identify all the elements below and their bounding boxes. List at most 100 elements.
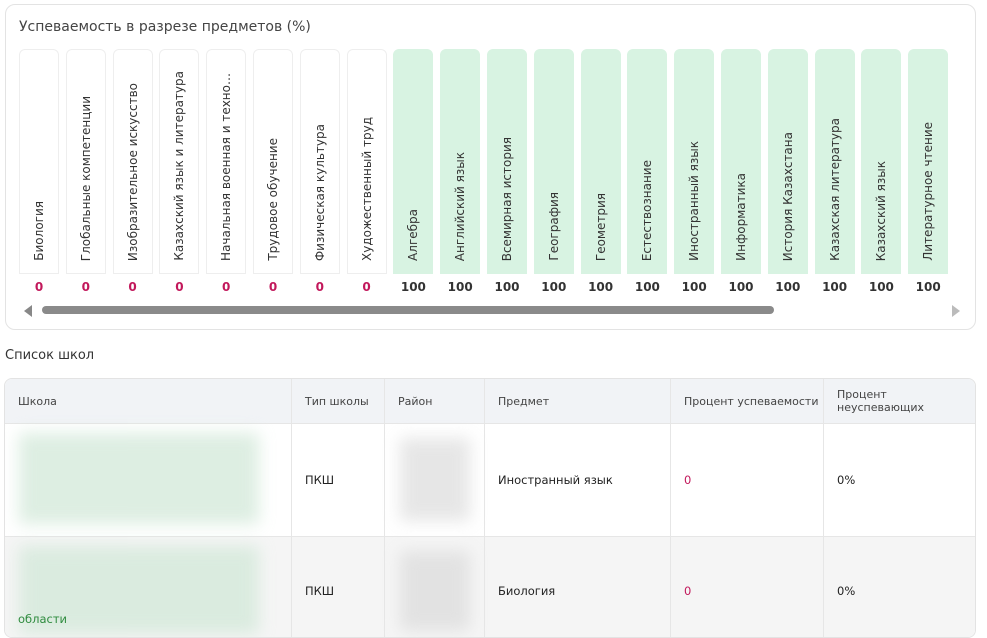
subject-name: Казахский язык и литература bbox=[172, 71, 187, 261]
subject-name: География bbox=[546, 192, 561, 261]
subject-column[interactable]: География 100 bbox=[533, 49, 574, 299]
subject-column[interactable]: Трудовое обучение 0 bbox=[253, 49, 293, 299]
cell-text: ПКШ bbox=[305, 584, 335, 598]
subject-name: История Казахстана bbox=[780, 131, 795, 261]
table-cell: Иностранный язык bbox=[485, 423, 671, 536]
subject-name: Физическая культура bbox=[312, 123, 327, 261]
subject-value: 0 bbox=[222, 280, 231, 294]
subject-card: Изобразительное искусство bbox=[112, 49, 153, 274]
subject-name: Глобальные компетенции bbox=[78, 95, 93, 261]
table-cell: 0% bbox=[824, 536, 975, 637]
subject-value: 100 bbox=[588, 280, 614, 294]
subject-column[interactable]: Английский язык 100 bbox=[440, 49, 481, 299]
subject-value: 100 bbox=[681, 280, 707, 294]
subject-value: 0 bbox=[175, 280, 184, 294]
subject-column[interactable]: История Казахстана 100 bbox=[767, 49, 808, 299]
schools-table: Школа Тип школы Район Предмет Процент успева… bbox=[4, 378, 976, 638]
subject-column[interactable]: Казахская литература 100 bbox=[814, 49, 855, 299]
table-cell: 0 bbox=[671, 536, 824, 637]
page: {"subjects_panel":{"title":"Успеваемость… bbox=[4, 4, 976, 638]
scrollbar[interactable] bbox=[24, 303, 960, 317]
subject-value: 100 bbox=[634, 280, 660, 294]
subject-value: 100 bbox=[728, 280, 754, 294]
subject-value: 0 bbox=[315, 280, 324, 294]
subject-name: Всемирная история bbox=[500, 136, 514, 261]
blurred-district bbox=[400, 438, 470, 521]
subject-card: Английский язык bbox=[440, 49, 481, 274]
subject-columns[interactable]: Биология 0 Глобальные компетенции 0 Изобрази… bbox=[19, 49, 969, 299]
subject-value: 100 bbox=[822, 280, 848, 294]
cell-text: Иностранный язык bbox=[498, 472, 613, 487]
subject-name: Английский язык bbox=[453, 151, 468, 261]
subject-card: Глобальные компетенции bbox=[65, 49, 106, 274]
panel-title: Успеваемость в разрезе предметов (%) bbox=[19, 19, 311, 35]
subject-card: Физическая культура bbox=[299, 49, 340, 274]
header-cell: Школа bbox=[5, 379, 292, 423]
table-cell bbox=[385, 423, 485, 536]
table-cell: 0% bbox=[824, 423, 975, 536]
subject-column[interactable]: Биология 0 bbox=[19, 49, 59, 299]
subject-card: Казахская литература bbox=[814, 49, 855, 274]
subject-value: 100 bbox=[494, 280, 520, 294]
subject-column[interactable]: Иностранный язык 100 bbox=[674, 49, 715, 299]
header-cell: Район bbox=[385, 379, 485, 423]
section-title: Список школ bbox=[5, 348, 95, 363]
subject-name: Казахская литература bbox=[827, 118, 842, 261]
table-cell: ПКШ bbox=[292, 536, 385, 637]
cell-text: 0% bbox=[837, 472, 856, 487]
subject-value: 100 bbox=[447, 280, 473, 294]
subject-name: Геометрия bbox=[593, 192, 608, 261]
subject-value: 0 bbox=[268, 280, 278, 294]
subject-value: 100 bbox=[541, 280, 567, 294]
subject-value: 0 bbox=[34, 280, 44, 294]
subject-card: Художественный труд bbox=[346, 49, 387, 274]
blurred-district bbox=[400, 551, 470, 631]
subject-value: 0 bbox=[362, 280, 371, 294]
subject-card: Казахский язык bbox=[861, 49, 902, 274]
subject-column[interactable]: Глобальные компетенции 0 bbox=[65, 49, 106, 299]
subject-card: Иностранный язык bbox=[674, 49, 715, 274]
subject-column[interactable]: Естествознание 100 bbox=[627, 49, 668, 299]
subject-value: 0 bbox=[128, 280, 137, 294]
subject-name: Трудовое обучение bbox=[266, 138, 280, 261]
subject-column[interactable]: Геометрия 100 bbox=[580, 49, 621, 299]
subject-card: Всемирная история bbox=[487, 49, 527, 274]
subject-card: Литературное чтение bbox=[908, 49, 949, 274]
subject-column[interactable]: Художественный труд 0 bbox=[346, 49, 387, 299]
subject-column[interactable]: Всемирная история 100 bbox=[487, 49, 527, 299]
cell-text: 0% bbox=[837, 584, 856, 598]
subject-card: Информатика bbox=[721, 49, 761, 274]
cell-text: 0 bbox=[684, 472, 692, 487]
subject-column[interactable]: Изобразительное искусство 0 bbox=[112, 49, 153, 299]
header-cell: Процент неуспевающих bbox=[824, 379, 975, 423]
subject-column[interactable]: Алгебра 100 bbox=[393, 49, 434, 299]
subject-card: Трудовое обучение bbox=[253, 49, 293, 274]
subject-value: 100 bbox=[868, 280, 894, 294]
subject-card: Казахский язык и литература bbox=[159, 49, 200, 274]
subject-name: Начальная военная и техно… bbox=[219, 73, 234, 261]
scroll-thumb[interactable] bbox=[42, 306, 774, 314]
subject-value: 100 bbox=[400, 280, 426, 294]
table-cell: области bbox=[5, 536, 292, 637]
subject-card: Биология bbox=[19, 49, 59, 274]
subject-card: История Казахстана bbox=[767, 49, 808, 274]
subject-value: 100 bbox=[775, 280, 801, 294]
cell-text: ПКШ bbox=[305, 472, 335, 487]
subject-value: 100 bbox=[915, 280, 941, 294]
table-cell: 0 bbox=[671, 423, 824, 536]
header-cell: Предмет bbox=[485, 379, 671, 423]
subject-name: Информатика bbox=[734, 173, 748, 261]
subject-column[interactable]: Информатика 100 bbox=[721, 49, 761, 299]
cell-text: области bbox=[18, 612, 68, 626]
subject-column[interactable]: Начальная военная и техно… 0 bbox=[206, 49, 247, 299]
subject-column[interactable]: Литературное чтение 100 bbox=[908, 49, 949, 299]
subject-name: Естествознание bbox=[640, 159, 655, 261]
cell-text: 0 bbox=[684, 584, 692, 598]
subject-column[interactable]: Казахский язык 100 bbox=[861, 49, 902, 299]
subject-column[interactable]: Казахский язык и литература 0 bbox=[159, 49, 200, 299]
subject-name: Изобразительное искусство bbox=[125, 82, 140, 261]
subject-column[interactable]: Физическая культура 0 bbox=[299, 49, 340, 299]
table-cell: ПКШ bbox=[292, 423, 385, 536]
subjects-panel: Успеваемость в разрезе предметов (%) Био… bbox=[5, 4, 976, 330]
scroll-arrows bbox=[24, 305, 960, 317]
